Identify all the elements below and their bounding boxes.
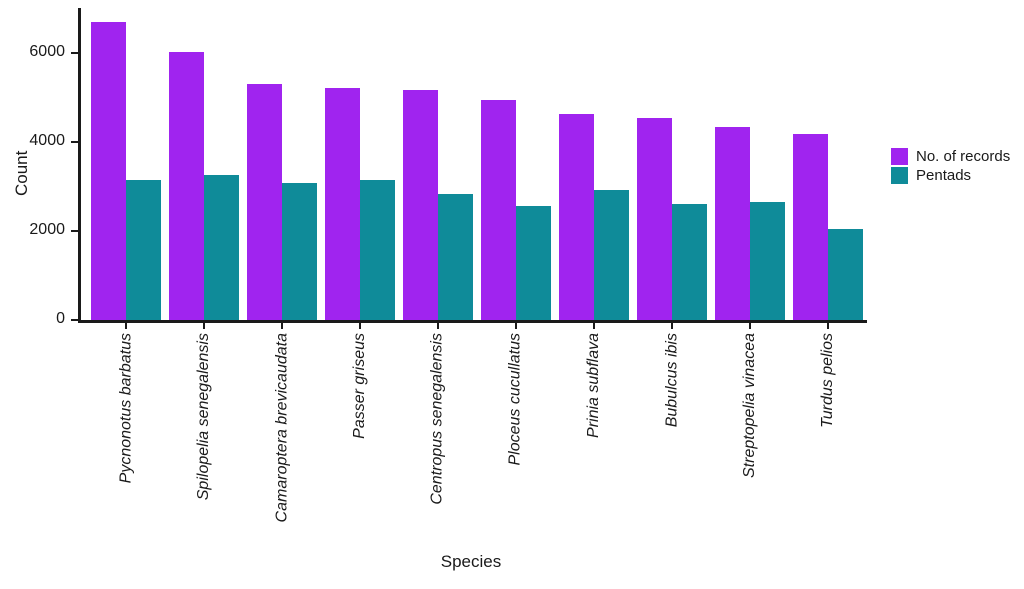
bar-records [169,52,204,320]
legend-label-records: No. of records [916,148,1011,165]
bar-group: Turdus pelios [789,8,867,428]
x-axis-tick [593,323,595,329]
legend-item-pentads: Pentads [891,166,1010,185]
bar-records [793,134,828,320]
bar-records [559,114,594,320]
bar-records [247,84,282,320]
legend-label-pentads: Pentads [916,167,972,184]
y-axis-tick [71,52,78,54]
x-axis-tick [827,323,829,329]
bar-group: Passer griseus [321,8,399,439]
x-category-label: Passer griseus [351,333,368,439]
bar-group: Streptopelia vinacea [711,8,789,478]
x-axis-tick [359,323,361,329]
bar-pentads [750,202,785,320]
bar-group: Spilopelia senegalensis [165,8,243,500]
bar-records [637,118,672,320]
x-category-label: Bubulcus ibis [663,333,680,428]
bar-records [403,90,438,320]
x-axis-tick [749,323,751,329]
bar-records [91,22,126,320]
x-axis-title: Species [440,552,502,571]
legend-swatch-records-icon [891,148,908,165]
bar-groups-container: Pycnonotus barbatus Spilopelia senegalens… [81,8,873,522]
y-axis-tick [71,319,78,321]
legend: No. of records Pentads [891,147,1010,185]
x-category-label: Spilopelia senegalensis [195,333,212,501]
bar-group: Prinia subflava [555,8,633,438]
y-axis-tick-label: 0 [56,310,65,327]
x-axis-tick [125,323,127,329]
bar-group: Pycnonotus barbatus [87,8,165,483]
bar-pentads [516,206,551,320]
y-axis-tick-label: 4000 [29,132,65,149]
x-axis-tick [671,323,673,329]
bar-pentads [282,183,317,320]
bar-pentads [672,204,707,320]
x-category-label: Centropus senegalensis [429,333,446,505]
bar-pentads [360,180,395,320]
y-axis-tick [71,230,78,232]
x-category-label: Turdus pelios [819,333,836,428]
legend-item-records: No. of records [891,147,1010,166]
bar-records [715,127,750,320]
bar-group: Camaroptera brevicaudata [243,8,321,522]
bar-records [481,100,516,320]
bar-group: Ploceus cucullatus [477,8,555,466]
y-axis-tick [71,141,78,143]
x-category-label: Prinia subflava [585,333,602,438]
y-axis-tick-label: 6000 [29,43,65,60]
bar-group: Centropus senegalensis [399,8,477,505]
x-axis-tick [515,323,517,329]
legend-swatch-pentads-icon [891,167,908,184]
bar-pentads [594,190,629,320]
x-category-label: Streptopelia vinacea [741,333,758,478]
x-axis-tick [437,323,439,329]
x-category-label: Camaroptera brevicaudata [273,333,290,523]
bar-pentads [828,229,863,320]
x-category-label: Pycnonotus barbatus [117,333,134,484]
x-category-label: Ploceus cucullatus [507,333,524,466]
bar-pentads [204,175,239,320]
x-axis-tick [281,323,283,329]
x-axis-tick [203,323,205,329]
bar-records [325,88,360,320]
bar-pentads [126,180,161,320]
y-axis-tick-label: 2000 [29,221,65,238]
plot-area: Pycnonotus barbatus Spilopelia senegalens… [29,8,867,522]
y-axis-title: Count [12,150,31,196]
bar-pentads [438,194,473,320]
bar-group: Bubulcus ibis [633,8,711,427]
